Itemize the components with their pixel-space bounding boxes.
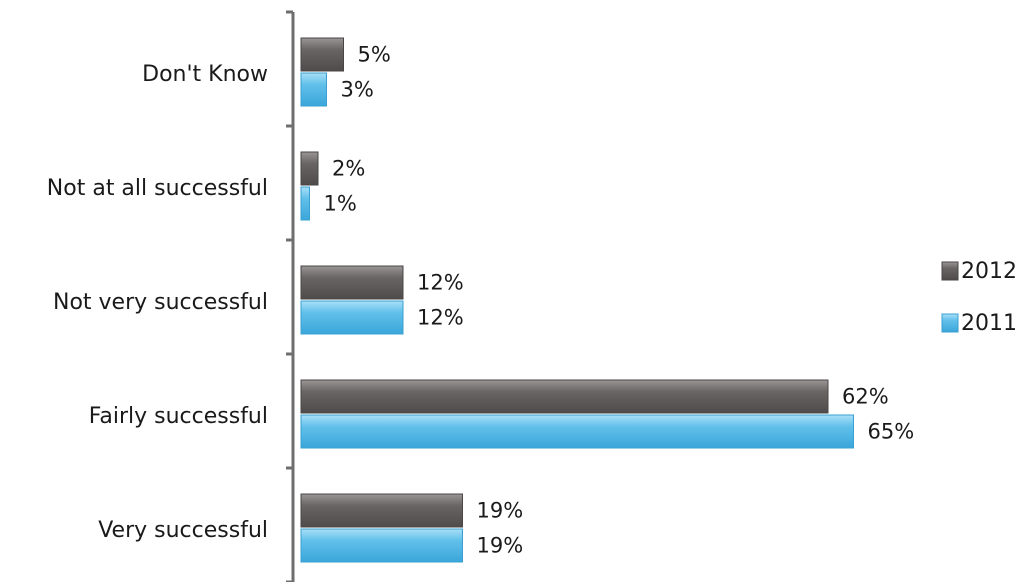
- bar-2011-2: [300, 300, 404, 335]
- legend-swatch-2012: [941, 261, 959, 281]
- bar-2012-2: [300, 265, 404, 300]
- data-label: 12%: [417, 271, 464, 295]
- data-label: 5%: [358, 43, 391, 67]
- bar-2012-4: [300, 493, 463, 528]
- legend-swatch-2011: [941, 313, 959, 333]
- category-label: Not very successful: [53, 290, 268, 315]
- legend-label: 2011: [961, 311, 1017, 336]
- bar-2011-0: [300, 72, 327, 107]
- category-label: Very successful: [98, 518, 268, 543]
- bar-2011-4: [300, 528, 463, 563]
- bar-2011-1: [300, 186, 310, 221]
- bar-2012-0: [300, 37, 344, 72]
- data-label: 1%: [324, 192, 357, 216]
- data-label: 12%: [417, 306, 464, 330]
- category-label: Not at all successful: [47, 176, 268, 201]
- data-label: 2%: [332, 157, 365, 181]
- data-label: 65%: [868, 420, 915, 444]
- bar-2012-3: [300, 379, 829, 414]
- data-label: 19%: [477, 499, 524, 523]
- category-label: Fairly successful: [89, 404, 268, 429]
- data-label: 3%: [341, 78, 374, 102]
- category-label: Don't Know: [142, 62, 268, 87]
- data-label: 62%: [842, 385, 889, 409]
- bar-2012-1: [300, 151, 319, 186]
- legend-label: 2012: [961, 259, 1017, 284]
- data-label: 19%: [477, 534, 524, 558]
- bar-2011-3: [300, 414, 854, 449]
